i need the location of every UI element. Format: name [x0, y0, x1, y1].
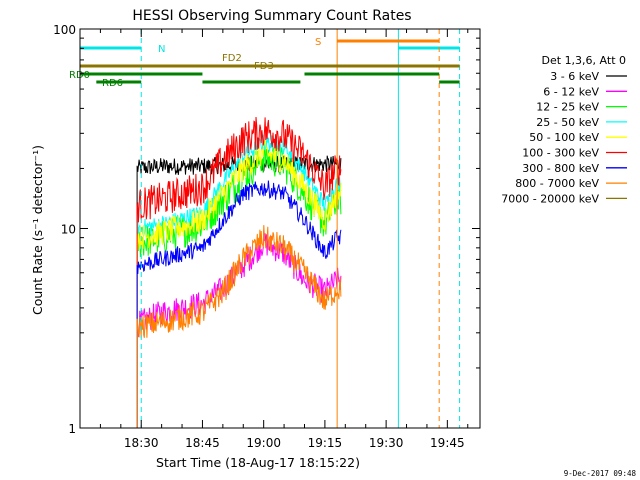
- x-tick-label-4: 19:30: [369, 436, 404, 450]
- legend-label-7: 800 - 7000 keV: [515, 177, 599, 190]
- y-tick-label-1: 10: [61, 223, 76, 237]
- legend-label-6: 300 - 800 keV: [522, 162, 599, 175]
- series-line-5: [136, 116, 342, 428]
- data-layer: [136, 116, 342, 428]
- legend-label-2: 12 - 25 keV: [536, 101, 599, 114]
- annotation-label-6: RD6: [102, 78, 123, 89]
- chart-title: HESSI Observing Summary Count Rates: [132, 8, 411, 24]
- series-line-7: [136, 225, 342, 428]
- series-line-4: [136, 140, 342, 428]
- legend-label-8: 7000 - 20000 keV: [501, 192, 599, 205]
- annotation-label-0: N: [158, 44, 165, 55]
- x-tick-label-2: 19:00: [246, 436, 281, 450]
- legend-header: Det 1,3,6, Att 0: [542, 54, 626, 67]
- legend-label-5: 100 - 300 keV: [522, 147, 599, 160]
- annotation-label-3: FD2: [222, 53, 242, 64]
- legend-label-4: 50 - 100 keV: [529, 131, 599, 144]
- legend: 3 - 6 keV 6 - 12 keV 12 - 25 keV 25 - 50 ke…: [501, 70, 627, 205]
- series-line-6: [136, 180, 342, 428]
- legend-label-0: 3 - 6 keV: [550, 70, 599, 83]
- x-axis-label: Start Time (18-Aug-17 18:15:22): [156, 455, 360, 470]
- axes-layer: 18:30 18:45 19:00 19:15 19:30 19:45 1 10 100: [53, 23, 481, 450]
- x-tick-label-0: 18:30: [124, 436, 159, 450]
- y-axis-label: Count Rate (s⁻¹ detector⁻¹): [30, 145, 45, 315]
- legend-label-1: 6 - 12 keV: [543, 85, 599, 98]
- y-tick-label-2: 100: [53, 23, 76, 37]
- y-tick-label-0: 1: [68, 422, 76, 436]
- legend-label-3: 25 - 50 keV: [536, 116, 599, 129]
- x-tick-label-1: 18:45: [185, 436, 220, 450]
- annotation-label-2: S: [315, 37, 321, 48]
- annotation-label-4: FD3: [254, 61, 274, 72]
- footer-date: 9-Dec-2017 09:48: [564, 469, 637, 478]
- x-tick-label-3: 19:15: [308, 436, 343, 450]
- x-tick-label-5: 19:45: [430, 436, 465, 450]
